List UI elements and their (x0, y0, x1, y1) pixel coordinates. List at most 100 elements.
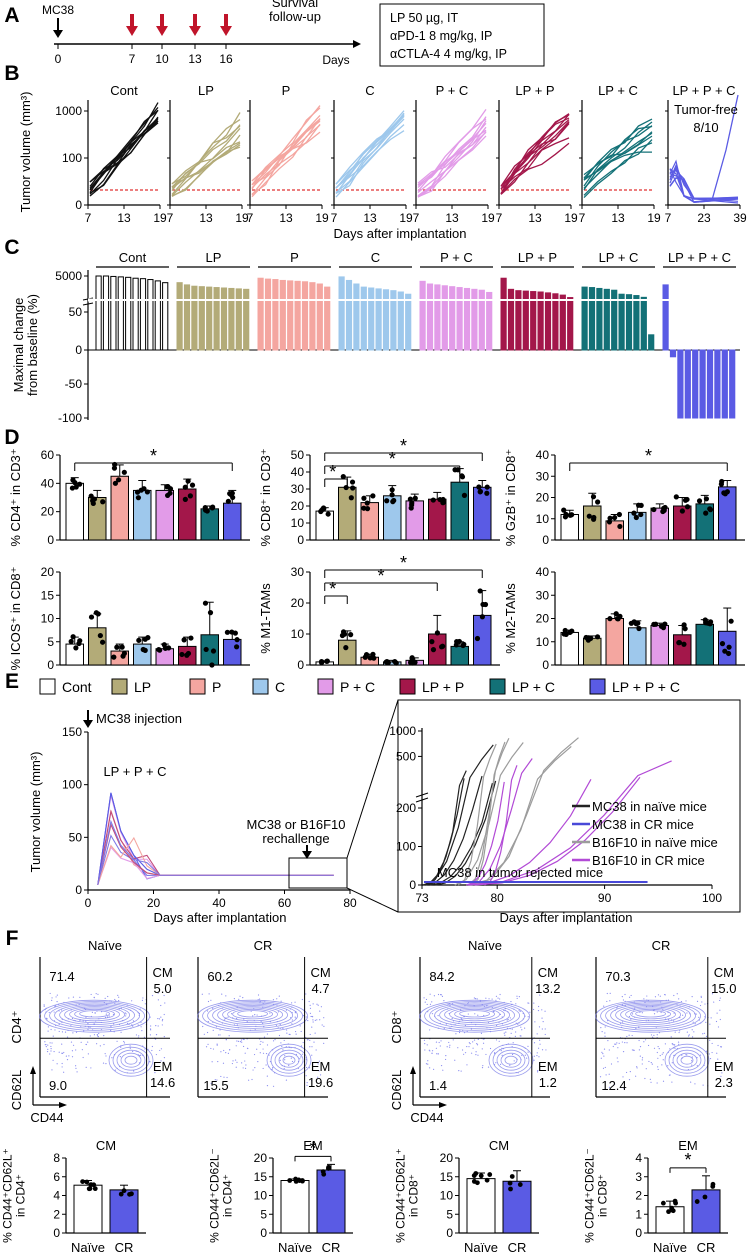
flow-event (510, 1000, 512, 1003)
flow-event (653, 1034, 655, 1036)
flow-event (623, 1087, 625, 1089)
flow-event (290, 1047, 292, 1049)
flow-event (160, 1004, 162, 1007)
quadrant-ur-value: 15.0 (711, 981, 736, 996)
flow-event (95, 993, 97, 995)
panelD-bar (560, 631, 579, 666)
flow-contour (232, 1008, 274, 1020)
flow-event (621, 996, 623, 998)
significance-star: * (150, 446, 157, 466)
flow-event (691, 1056, 693, 1058)
memory-bar (316, 1169, 346, 1234)
flow-event (93, 1023, 95, 1025)
quadrant-cm-label: CM (152, 965, 172, 980)
flow-event (444, 1058, 447, 1061)
panelC-bar (611, 289, 618, 351)
flow-event (143, 1036, 146, 1038)
quadrant-ul-value: 70.3 (605, 969, 630, 984)
flow-event (137, 1024, 139, 1026)
flow-event (295, 1010, 297, 1013)
flow-event (431, 1001, 433, 1003)
axis-arrowhead (410, 1066, 416, 1074)
flow-event (619, 1022, 622, 1024)
flow-event (429, 1003, 432, 1005)
data-point (407, 659, 414, 666)
flow-event (95, 1020, 97, 1022)
flow-event (473, 997, 475, 999)
flow-event (223, 1019, 225, 1021)
flow-event (429, 1050, 431, 1052)
flow-event (668, 1019, 670, 1021)
data-point (676, 639, 683, 646)
data-point (324, 658, 330, 664)
data-point (456, 638, 462, 645)
flow-event (58, 1023, 60, 1025)
data-point (586, 513, 592, 519)
flow-event (316, 1019, 318, 1021)
flow-event (44, 1008, 46, 1011)
data-point (135, 495, 142, 501)
flow-event (239, 995, 241, 997)
flow-event (59, 1020, 61, 1022)
panelD-bar (200, 508, 219, 541)
panelC-bar (441, 285, 448, 351)
panelC-ytick: 0 (75, 343, 82, 357)
flow-event (650, 1081, 652, 1083)
data-point (318, 508, 324, 515)
flow-event (58, 1030, 60, 1033)
data-point (461, 641, 467, 647)
flow-event (489, 1047, 492, 1050)
panelC-bar (360, 286, 367, 351)
flow-contour (282, 1055, 296, 1065)
flow-event (120, 1046, 122, 1048)
panelB-tumor-curve (171, 146, 241, 197)
flow-event (448, 1012, 450, 1015)
flow-event (427, 1063, 429, 1065)
panelC-bar (132, 277, 139, 351)
panelD-ytick: 40 (291, 465, 305, 479)
data-point (673, 494, 679, 500)
flow-event (458, 1031, 461, 1034)
panelB-xtick: 13 (117, 211, 131, 225)
flow-event (216, 1079, 218, 1081)
flow-event (202, 1025, 204, 1028)
flow-event (70, 1025, 72, 1027)
flow-event (75, 1065, 77, 1067)
data-point (412, 495, 418, 501)
legend-label: LP + C (512, 679, 555, 695)
panelD-ytick: 30 (536, 469, 550, 483)
quadrant-ur-value: 4.7 (312, 981, 330, 996)
flow-event (477, 1038, 479, 1040)
flow-event (527, 1045, 529, 1047)
data-point (76, 640, 82, 647)
flow-event (206, 1010, 209, 1012)
flow-event (670, 1036, 672, 1038)
flow-event (52, 1059, 54, 1061)
flow-event (312, 1019, 314, 1021)
flow-event (219, 1029, 221, 1031)
flow-event (320, 1006, 322, 1008)
flow-event (537, 1070, 539, 1072)
flow-event (622, 1076, 624, 1078)
panelB-xtick: 23 (697, 211, 711, 225)
flow-contour (668, 1046, 706, 1074)
panelB-tumor-curve (335, 110, 405, 189)
flow-event (135, 1050, 137, 1052)
flow-event (47, 1048, 49, 1050)
panelD-bar (338, 486, 357, 541)
inset-xtick: 73 (415, 891, 429, 905)
data-point (440, 643, 446, 649)
flow-event (300, 1056, 302, 1058)
memory-bar (73, 1184, 103, 1234)
data-point (384, 498, 390, 504)
flow-event (721, 1072, 723, 1074)
flow-event (656, 1034, 658, 1036)
flow-event (636, 1066, 638, 1068)
flow-event (103, 1035, 105, 1037)
data-point (145, 635, 151, 641)
flow-contour (202, 1001, 304, 1031)
flow-event (58, 1010, 60, 1012)
panelC-bar (183, 284, 191, 351)
flow-event (600, 1057, 602, 1059)
flow-event (68, 1055, 70, 1057)
